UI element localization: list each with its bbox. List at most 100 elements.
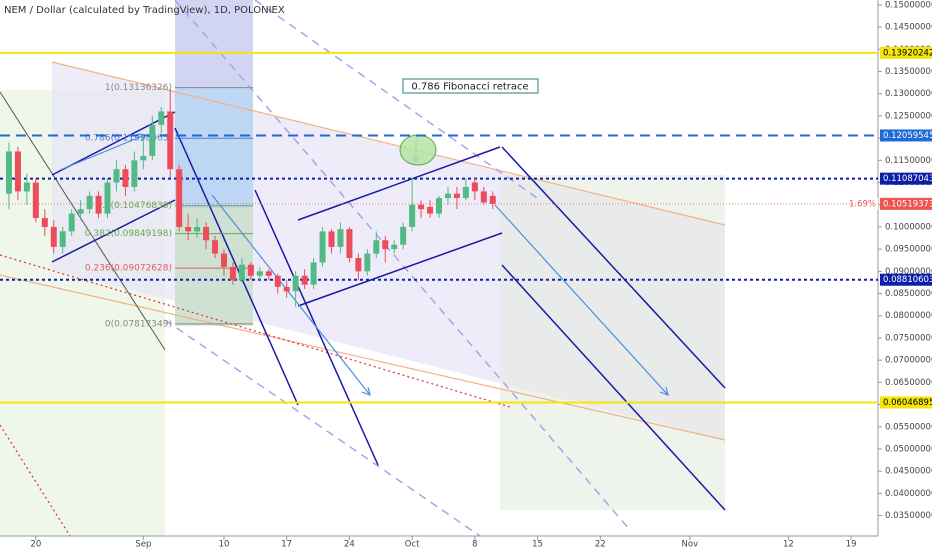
- candle-body: [158, 111, 165, 125]
- candle-body: [131, 160, 138, 187]
- y-tick-label: 0.12500000: [885, 111, 932, 121]
- candle-body: [256, 271, 263, 276]
- trend-line: [51, 61, 726, 226]
- fib-label: 1(0.13136326): [105, 83, 172, 93]
- y-tick-label: 0.13000000: [885, 89, 932, 99]
- candle-body: [220, 253, 227, 267]
- y-tick-label: 0.10000000: [885, 222, 932, 232]
- dashed-line: [164, 319, 481, 537]
- candle-body: [229, 266, 236, 281]
- candle-body: [77, 209, 84, 214]
- highlight: [399, 134, 437, 166]
- candle-body: [32, 182, 39, 219]
- y-tick-label: 0.07000000: [885, 356, 932, 366]
- candle-body: [238, 264, 245, 281]
- candle-body: [444, 193, 451, 199]
- candle-body: [427, 206, 434, 214]
- candle-body: [382, 240, 389, 250]
- y-tick-label: 0.09000000: [885, 267, 932, 277]
- change-badge: [856, 197, 878, 210]
- y-tick-label: 0.05000000: [885, 444, 932, 454]
- x-tick-label: 19: [846, 540, 857, 550]
- y-tick-label: 0.08500000: [885, 289, 932, 299]
- candle-body: [176, 169, 183, 227]
- candle-body: [274, 275, 281, 287]
- candle-body: [113, 169, 120, 183]
- dotted-line: [0, 424, 71, 537]
- y-tick-label: 0.15000000: [885, 0, 932, 10]
- candle-body: [149, 124, 156, 156]
- candle-body: [104, 182, 111, 214]
- candle-body: [462, 186, 469, 199]
- dotted-line: [0, 254, 511, 408]
- y-tick-label: 0.11500000: [885, 156, 932, 166]
- candle-body: [292, 275, 299, 292]
- candle-body: [373, 240, 380, 254]
- level-label: 0.13920242: [883, 48, 932, 58]
- candle-body: [95, 195, 102, 214]
- candle-body: [14, 151, 21, 192]
- x-tick-label: Oct: [405, 540, 420, 550]
- fib-label: 0(0.07817349): [105, 319, 172, 329]
- chart-title: NEM / Dollar (calculated by TradingView)…: [4, 5, 285, 16]
- fib-label: 0.5(0.10476838): [96, 201, 172, 211]
- change-label: 1.69%: [849, 199, 876, 209]
- trend-line: [0, 274, 726, 441]
- candle-body: [319, 231, 326, 263]
- candle-body: [68, 213, 75, 232]
- fib-label: 0.786(0.11998065): [85, 134, 172, 144]
- candle-body: [212, 240, 219, 254]
- x-tick-label: Sep: [135, 540, 151, 550]
- level-label: 0.11087043: [883, 174, 932, 184]
- y-tick-label: 0.09500000: [885, 245, 932, 255]
- x-tick-label: 15: [532, 540, 543, 550]
- candle-body: [140, 155, 147, 161]
- candle-body: [418, 204, 425, 210]
- candle-body: [409, 204, 416, 227]
- candle-body: [283, 286, 290, 292]
- y-tick-label: 0.03500000: [885, 511, 932, 521]
- y-tick-label: 0.06500000: [885, 378, 932, 388]
- callout-text: 0.786 Fibonacci retrace: [411, 82, 528, 93]
- candle-body: [328, 231, 335, 247]
- candle-body: [310, 262, 317, 285]
- candle-body: [194, 226, 201, 232]
- level-label: 0.06046895: [883, 398, 932, 408]
- candle-body: [167, 111, 174, 170]
- candle-body: [86, 195, 93, 210]
- x-tick-label: 10: [219, 540, 230, 550]
- x-tick-label: 20: [30, 540, 41, 550]
- last-price-label: 0.10519373: [883, 199, 932, 209]
- dashed-line: [254, 0, 541, 201]
- x-tick-label: 17: [281, 540, 292, 550]
- candle-body: [489, 195, 496, 204]
- level-label: 0.12059545: [883, 131, 932, 141]
- level-label: 0.08810603: [883, 275, 932, 285]
- candle-body: [364, 253, 371, 272]
- candle-body: [247, 264, 254, 276]
- y-tick-label: 0.07500000: [885, 333, 932, 343]
- candle-body: [41, 218, 48, 227]
- candle-body: [346, 229, 353, 259]
- callout-box: [402, 78, 539, 94]
- x-tick-label: 8: [472, 540, 477, 550]
- level-badge: [880, 396, 932, 409]
- x-tick-label: 24: [344, 540, 355, 550]
- x-tick-label: 22: [595, 540, 606, 550]
- candle-body: [391, 244, 398, 250]
- candle-body: [355, 258, 362, 272]
- y-tick-label: 0.04500000: [885, 467, 932, 477]
- candle-body: [337, 229, 344, 247]
- fib-label: 0.236(0.09072628): [85, 264, 172, 274]
- candle-body: [185, 226, 192, 232]
- y-tick-label: 0.08000000: [885, 311, 932, 321]
- candle-body: [301, 275, 308, 285]
- zone: [175, 88, 253, 208]
- trend-line: [0, 91, 166, 351]
- candle-body: [23, 182, 30, 192]
- y-tick-label: 0.13500000: [885, 67, 932, 77]
- level-badge: [880, 46, 932, 59]
- candle-body: [436, 198, 442, 214]
